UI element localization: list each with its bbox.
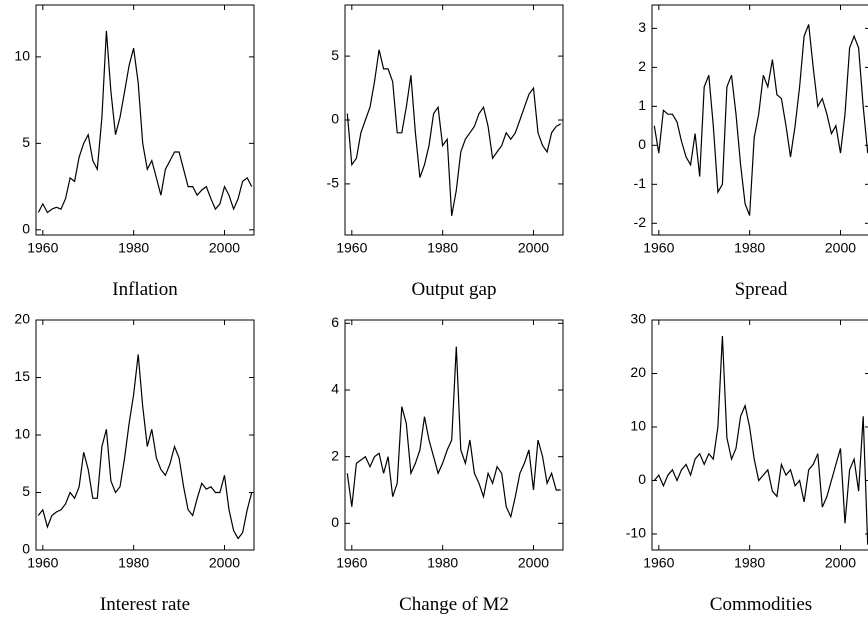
series-line (346, 346, 561, 519)
y-tick-label: -5 (327, 175, 340, 191)
y-tick-label: 0 (22, 221, 30, 237)
y-tick-label: 15 (14, 368, 30, 384)
x-tick-label: 1960 (27, 240, 58, 256)
y-tick-label: -1 (634, 175, 647, 191)
chart-title: Change of M2 (399, 594, 509, 615)
series-line (37, 354, 253, 540)
chart-title: Output gap (412, 279, 497, 300)
chart-title: Commodities (710, 594, 812, 615)
y-tick-label: -10 (626, 525, 646, 541)
chart-title: Spread (735, 279, 788, 300)
x-tick-label: 2000 (825, 240, 856, 256)
y-tick-label: 5 (22, 483, 30, 499)
y-tick-label: 5 (22, 134, 30, 150)
y-tick-label: 20 (14, 311, 30, 327)
y-tick-label: 0 (331, 111, 339, 127)
chart-title: Inflation (112, 279, 178, 300)
y-tick-label: 10 (14, 48, 30, 64)
x-tick-label: 1980 (118, 240, 149, 256)
chart-title: Interest rate (100, 594, 190, 615)
x-tick-label: 1960 (643, 240, 674, 256)
plot-frame (35, 319, 255, 551)
y-tick-label: 20 (630, 364, 646, 380)
x-tick-label: 1980 (734, 555, 765, 571)
y-tick-label: 10 (630, 418, 646, 434)
x-tick-label: 1980 (427, 555, 458, 571)
y-tick-label: 2 (638, 58, 646, 74)
plot-frame (35, 4, 255, 236)
y-tick-label: 0 (638, 136, 646, 152)
y-tick-label: 0 (331, 514, 339, 530)
series-line (653, 24, 868, 216)
y-tick-label: 0 (638, 471, 646, 487)
series-line (37, 30, 253, 214)
y-tick-label: 4 (331, 381, 339, 397)
plot-frame (344, 319, 564, 551)
x-tick-label: 2000 (518, 240, 549, 256)
series-line (653, 335, 868, 545)
x-tick-label: 1960 (27, 555, 58, 571)
y-tick-label: 2 (331, 447, 339, 463)
x-tick-label: 2000 (209, 555, 240, 571)
x-tick-label: 1960 (336, 555, 367, 571)
y-tick-label: 10 (14, 426, 30, 442)
y-tick-label: 3 (638, 19, 646, 35)
y-tick-label: 6 (331, 314, 339, 330)
x-tick-label: 1980 (734, 240, 765, 256)
plot-frame (651, 4, 868, 236)
y-tick-label: 5 (331, 47, 339, 63)
y-tick-label: 30 (630, 311, 646, 327)
plot-frame (651, 319, 868, 551)
y-tick-label: -2 (634, 214, 647, 230)
y-tick-label: 1 (638, 97, 646, 113)
x-tick-label: 1980 (427, 240, 458, 256)
x-tick-label: 2000 (825, 555, 856, 571)
x-tick-label: 1960 (643, 555, 674, 571)
x-tick-label: 2000 (518, 555, 549, 571)
y-tick-label: 0 (22, 541, 30, 557)
series-line (346, 49, 562, 216)
x-tick-label: 1980 (118, 555, 149, 571)
x-tick-label: 2000 (209, 240, 240, 256)
x-tick-label: 1960 (336, 240, 367, 256)
